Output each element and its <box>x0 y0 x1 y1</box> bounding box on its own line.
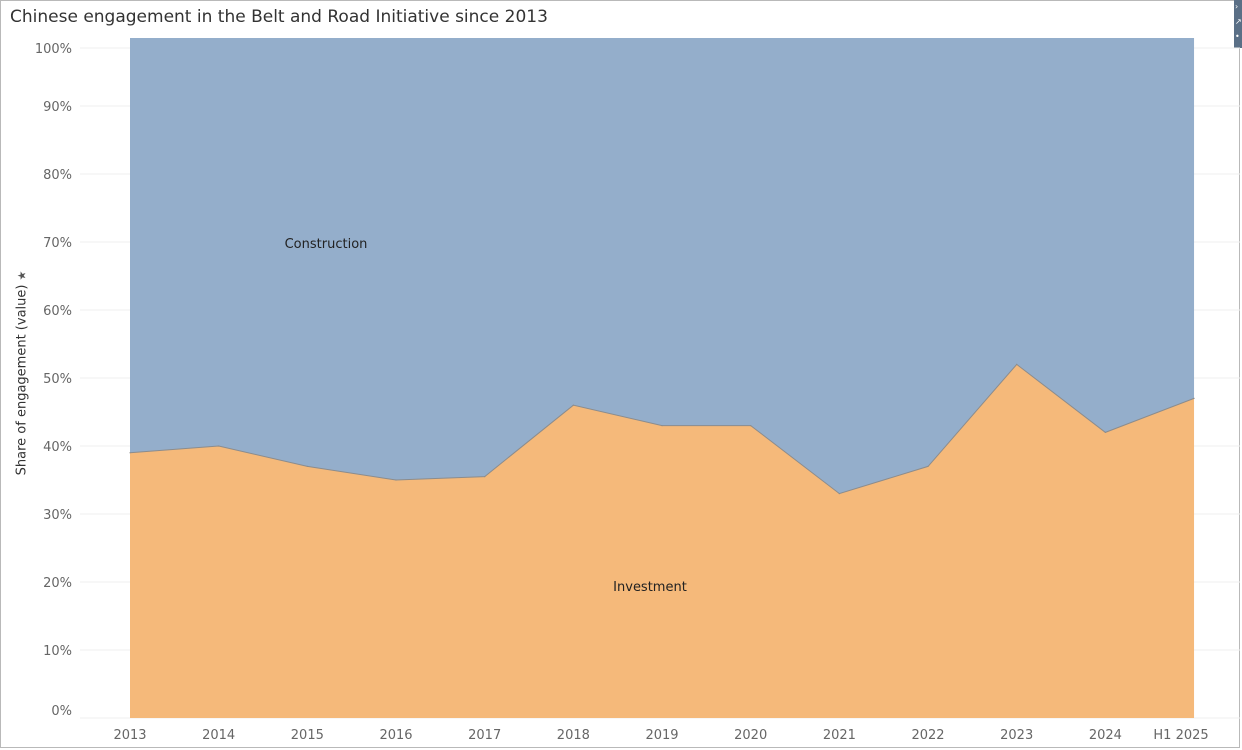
y-tick-label: 100% <box>35 42 72 57</box>
x-tick-label: 2019 <box>645 728 678 743</box>
data-point-investment <box>661 425 663 427</box>
x-tick-label: 2018 <box>557 728 590 743</box>
x-tick-label: 2021 <box>823 728 856 743</box>
data-point-investment <box>927 465 929 467</box>
data-point-investment <box>395 479 397 481</box>
x-tick-label: 2013 <box>113 728 146 743</box>
series-area-investment <box>130 364 1195 718</box>
x-tick-label: 2015 <box>291 728 324 743</box>
x-tick-label: 2020 <box>734 728 767 743</box>
data-point-investment <box>838 493 840 495</box>
x-tick-label: 2016 <box>379 728 412 743</box>
y-tick-label: 70% <box>43 236 72 251</box>
data-point-investment <box>1104 431 1106 433</box>
y-tick-label: 60% <box>43 304 72 319</box>
y-tick-label: 10% <box>43 644 72 659</box>
data-point-investment <box>1016 363 1018 365</box>
y-tick-label: 40% <box>43 440 72 455</box>
y-tick-label: 0% <box>51 704 72 719</box>
toolbar-tab[interactable]: › ↗ • <box>1234 0 1242 48</box>
x-tick-label: 2023 <box>1000 728 1033 743</box>
y-tick-label: 30% <box>43 508 72 523</box>
data-point-investment <box>1193 397 1195 399</box>
x-tick-label: 2024 <box>1089 728 1122 743</box>
y-tick-label: 90% <box>43 100 72 115</box>
series-area-construction <box>130 38 1195 494</box>
x-tick-label: 2022 <box>911 728 944 743</box>
data-point-investment <box>306 465 308 467</box>
expand-icon[interactable]: ↗ <box>1235 17 1242 26</box>
y-tick-label: 20% <box>43 576 72 591</box>
data-point-investment <box>218 445 220 447</box>
data-point-investment <box>572 404 574 406</box>
x-tick-label: 2017 <box>468 728 501 743</box>
sort-icon[interactable]: ★ <box>15 270 29 281</box>
more-icon[interactable]: • <box>1235 32 1240 41</box>
data-point-investment <box>750 425 752 427</box>
x-tick-label: 2014 <box>202 728 235 743</box>
y-axis-label: Share of engagement (value) <box>14 284 30 476</box>
area-label-construction: Construction <box>285 237 368 252</box>
y-tick-label: 80% <box>43 168 72 183</box>
collapse-icon[interactable]: › <box>1235 2 1239 11</box>
data-point-investment <box>484 476 486 478</box>
data-point-investment <box>129 452 131 454</box>
area-label-investment: Investment <box>613 580 687 595</box>
y-tick-label: 50% <box>43 372 72 387</box>
x-tick-label: H1 2025 <box>1153 728 1208 743</box>
chart-title: Chinese engagement in the Belt and Road … <box>10 7 548 27</box>
y-axis-title: Share of engagement (value) ★ <box>15 271 30 476</box>
